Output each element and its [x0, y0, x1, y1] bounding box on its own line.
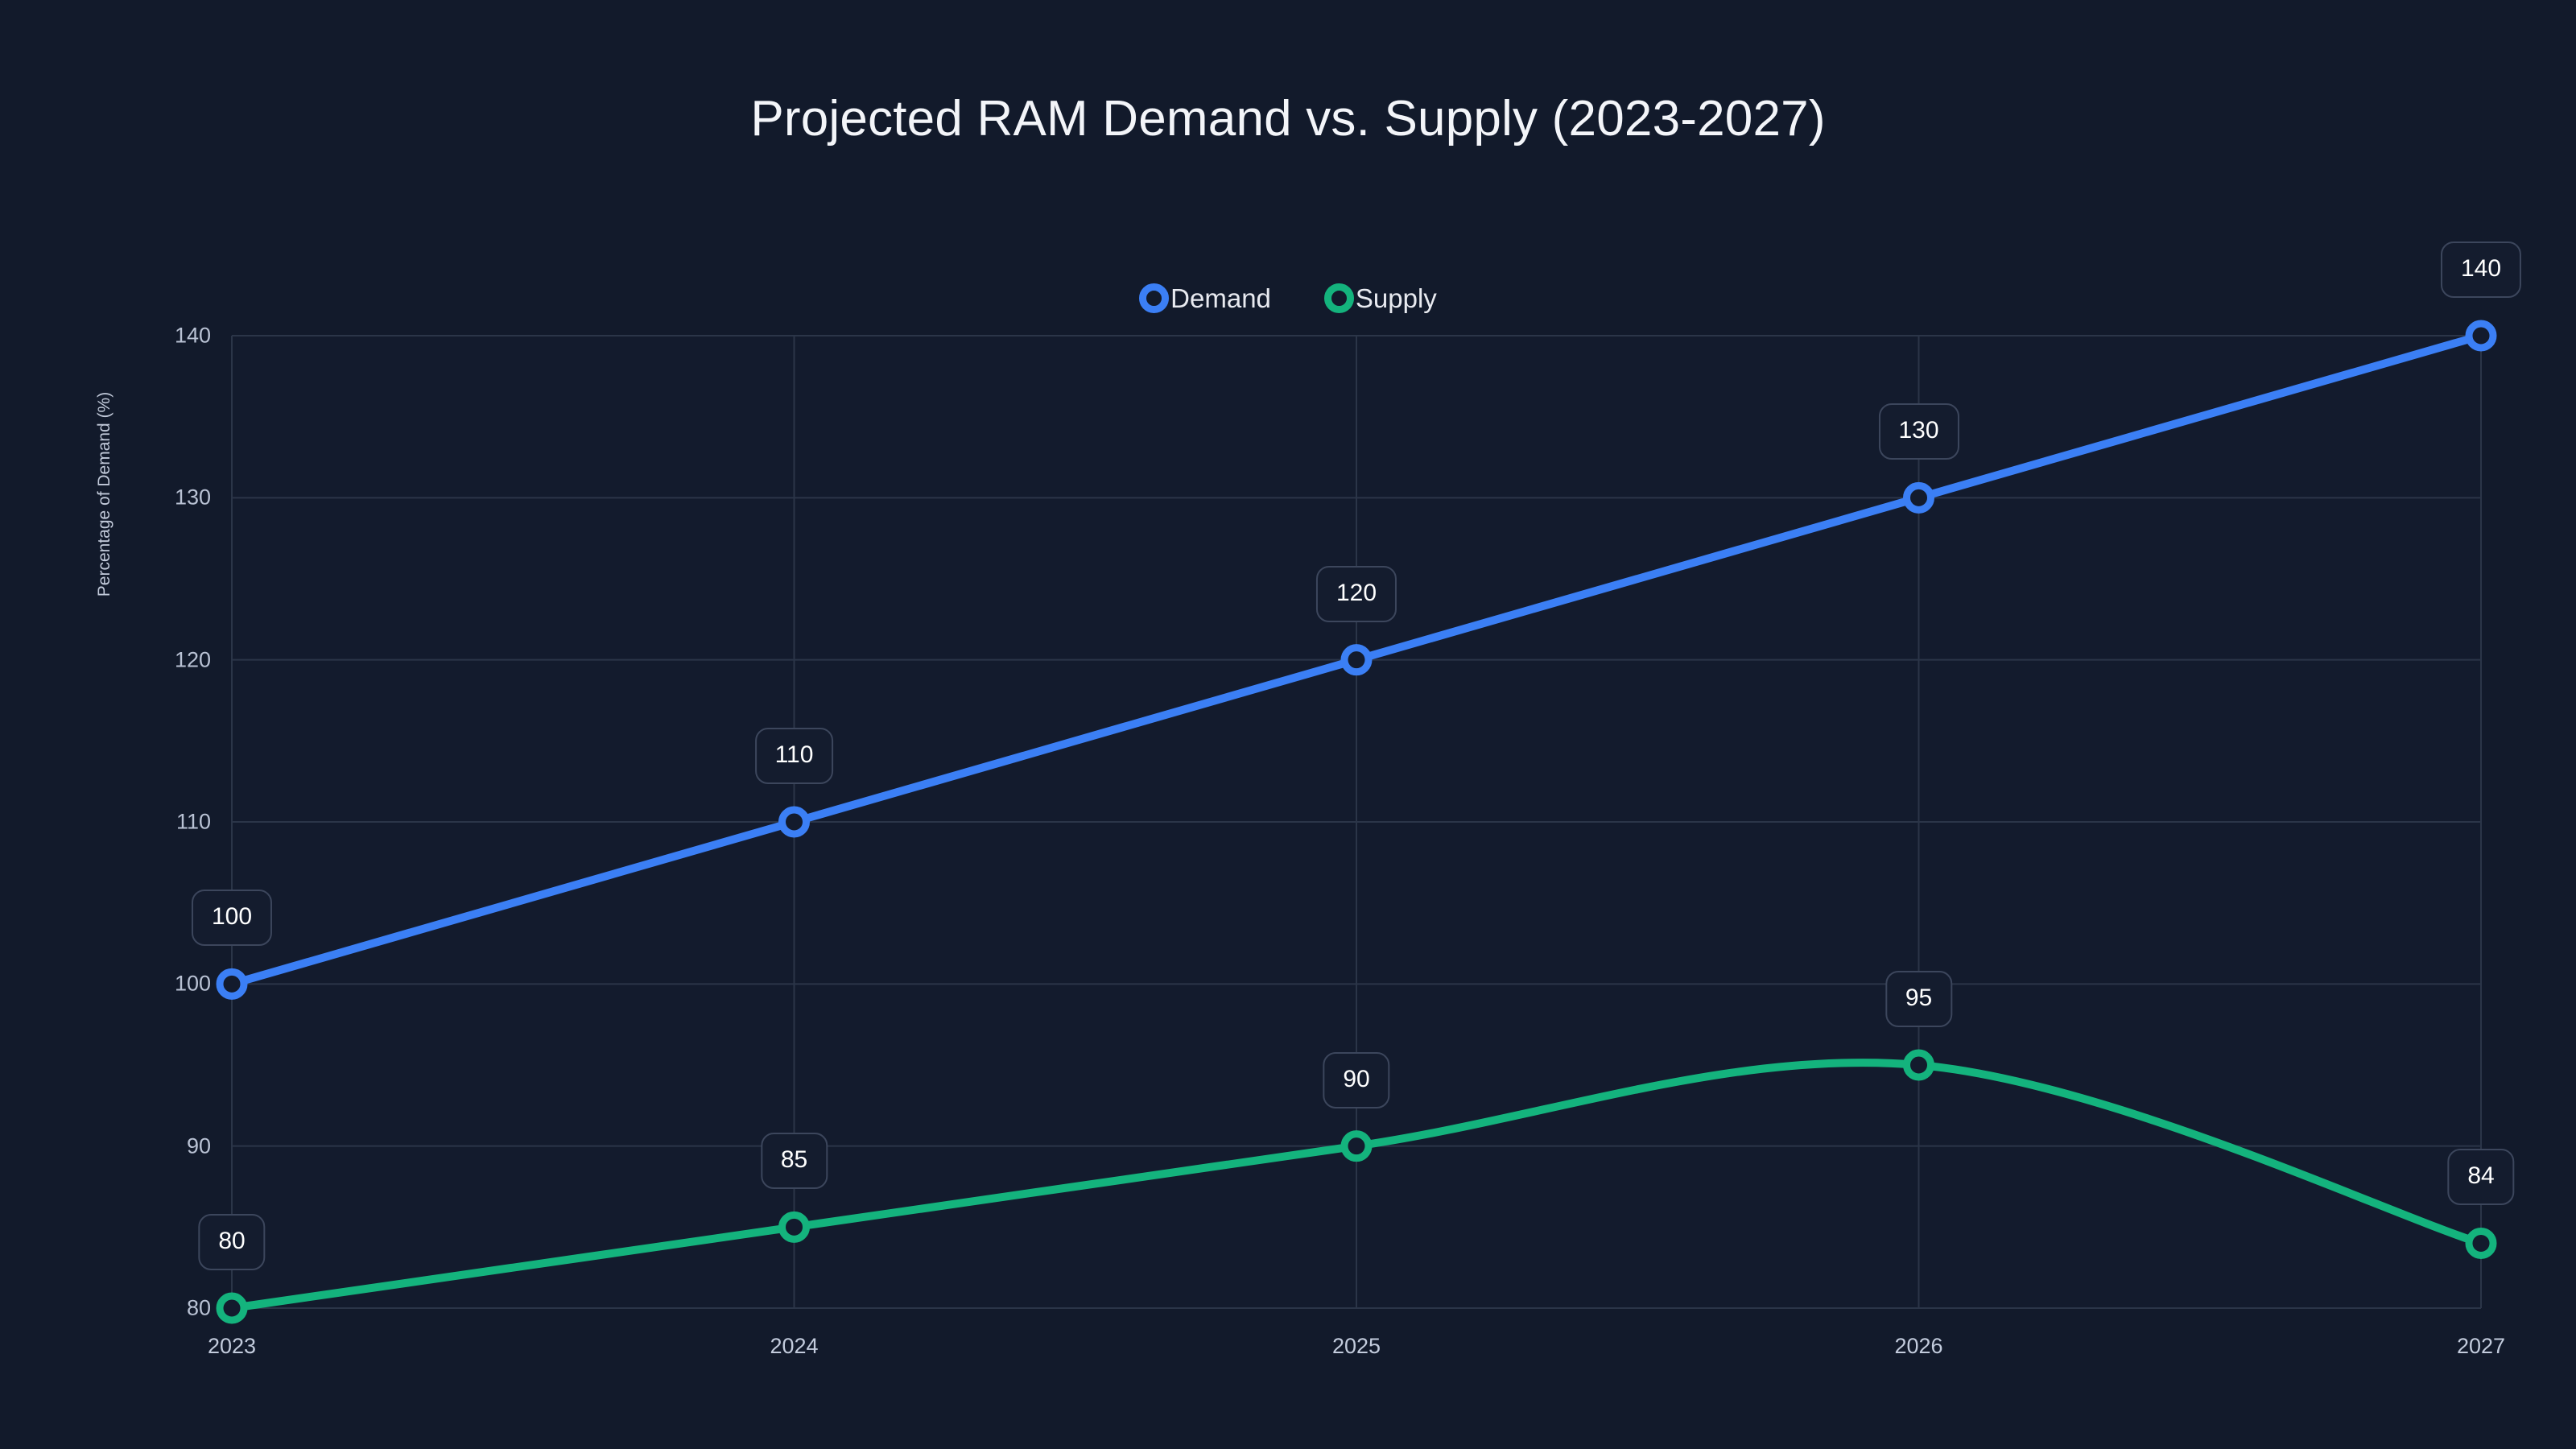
y-axis-tick-label: 90 [186, 1133, 211, 1158]
x-axis-tick-label: 2023 [207, 1334, 257, 1358]
data-label-supply-2024: 85 [760, 1133, 828, 1190]
data-label-supply-2023: 80 [198, 1214, 266, 1270]
data-point-supply-2025[interactable] [1340, 1130, 1373, 1162]
data-point-demand-2025[interactable] [1340, 644, 1373, 676]
y-axis-tick-label: 140 [174, 323, 211, 348]
x-axis-tick-label: 2025 [1331, 1334, 1381, 1358]
y-axis-tick-label: 80 [186, 1295, 211, 1320]
x-axis-tick-label: 2026 [1894, 1334, 1943, 1358]
data-point-demand-2024[interactable] [778, 806, 810, 838]
data-point-supply-2024[interactable] [778, 1211, 810, 1243]
data-point-supply-2023[interactable] [216, 1292, 248, 1324]
data-label-supply-2026: 95 [1885, 971, 1953, 1027]
data-label-demand-2025: 120 [1315, 565, 1397, 622]
data-label-demand-2027: 140 [2440, 242, 2522, 298]
data-point-demand-2027[interactable] [2465, 320, 2497, 352]
chart-title: Projected RAM Demand vs. Supply (2023-20… [750, 91, 1826, 147]
y-axis-tick-label: 110 [175, 809, 211, 834]
data-point-demand-2023[interactable] [216, 968, 248, 1000]
data-label-demand-2023: 100 [191, 890, 273, 947]
data-point-supply-2026[interactable] [1903, 1049, 1934, 1081]
data-label-supply-2027: 84 [2447, 1149, 2515, 1206]
y-axis-tick-label: 130 [174, 485, 211, 510]
data-label-demand-2026: 130 [1878, 403, 1959, 460]
data-point-supply-2027[interactable] [2465, 1227, 2497, 1259]
data-label-supply-2025: 90 [1323, 1051, 1390, 1108]
x-axis-tick-label: 2024 [770, 1334, 819, 1358]
x-axis-tick-label: 2027 [2456, 1334, 2506, 1358]
y-axis-tick-label: 100 [174, 971, 211, 996]
data-label-demand-2024: 110 [754, 728, 834, 784]
y-axis-tick-label: 120 [174, 647, 211, 672]
data-point-demand-2026[interactable] [1903, 481, 1934, 514]
